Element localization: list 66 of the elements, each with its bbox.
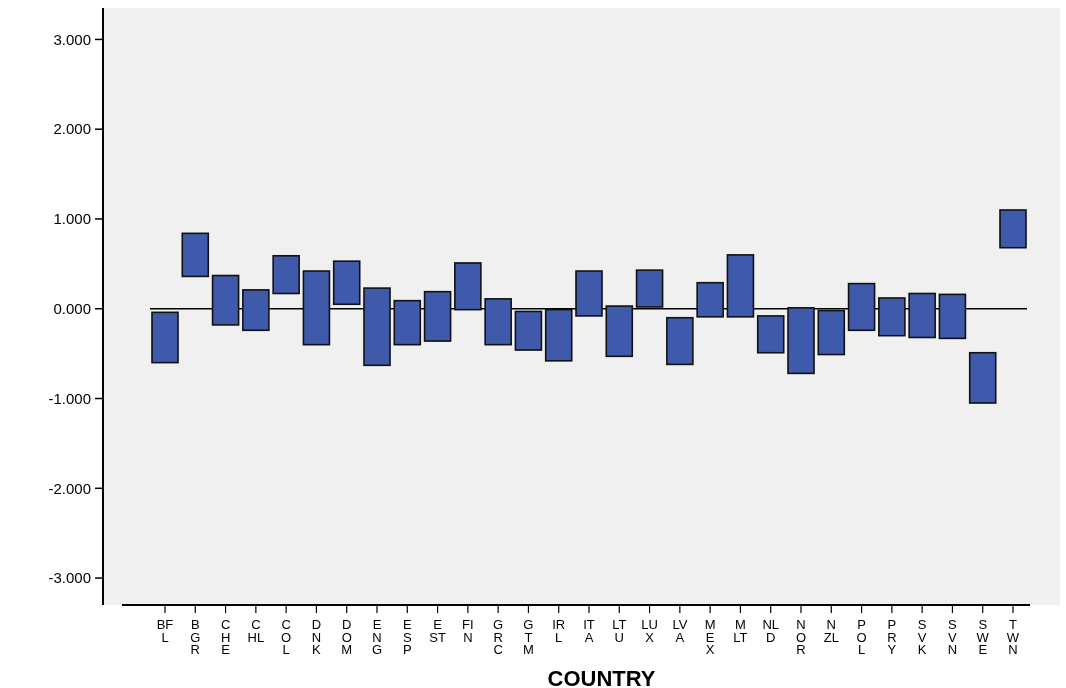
x-tick-label: MLT <box>733 617 748 645</box>
bar <box>635 269 664 308</box>
x-tick-label: EST <box>429 617 446 645</box>
bar <box>272 254 300 295</box>
y-tick-label: 0.000 <box>53 299 91 317</box>
x-tick-label: BGR <box>190 617 201 657</box>
bar <box>787 307 815 375</box>
bar <box>211 274 240 326</box>
x-tick-label: BFL <box>156 617 174 645</box>
x-tick-label: NLD <box>762 617 780 645</box>
bar <box>575 270 603 317</box>
x-tick-label: TWN <box>1006 617 1020 657</box>
x-tick-label: IRL <box>552 617 566 645</box>
x-tick-label: LUX <box>641 617 658 645</box>
x-tick-label: DOM <box>341 617 353 657</box>
bar <box>544 308 573 362</box>
x-tick-label: DNK <box>311 617 322 657</box>
bar <box>454 262 482 311</box>
bar <box>484 298 512 346</box>
bar <box>181 232 210 278</box>
y-tick-label: 1.000 <box>53 210 91 228</box>
x-tick-label: FIN <box>462 617 474 645</box>
x-tick-label: GRC <box>493 617 504 657</box>
bar <box>908 292 936 339</box>
bar <box>302 270 331 346</box>
y-tick-label: -2.000 <box>48 479 91 497</box>
x-tick-label: SVK <box>917 617 927 657</box>
bar <box>878 297 906 337</box>
bar <box>968 351 997 404</box>
x-tick-label: LTU <box>612 617 627 645</box>
bar <box>666 316 694 366</box>
x-tick-label: POL <box>856 617 867 657</box>
x-tick-label: MEX <box>704 617 716 657</box>
x-tick-label: LVA <box>672 617 688 645</box>
y-tick-label: 2.000 <box>53 120 91 138</box>
bar <box>363 287 391 367</box>
bar <box>696 281 724 318</box>
x-tick-label: ITA <box>583 617 595 645</box>
y-tick-label: 3.000 <box>53 30 91 48</box>
bar <box>332 260 361 306</box>
bar <box>151 311 179 364</box>
x-tick-label: GTM <box>523 617 534 657</box>
bar <box>514 310 543 351</box>
bar <box>938 293 967 340</box>
bar <box>423 290 452 342</box>
bar <box>393 299 422 346</box>
x-tick-label: SWE <box>976 617 990 657</box>
bar <box>242 289 270 332</box>
x-tick-label: PRY <box>887 617 897 657</box>
bar <box>817 309 846 356</box>
x-tick-label: CHL <box>247 617 265 645</box>
x-tick-label: NZL <box>823 617 839 645</box>
x-axis-title: COUNTRY <box>547 666 656 688</box>
y-tick-label: -1.000 <box>48 389 91 407</box>
x-tick-label: COL <box>281 617 292 657</box>
bar <box>605 305 634 358</box>
x-tick-label: ENG <box>371 617 383 657</box>
bar <box>756 315 785 354</box>
bar <box>999 209 1027 249</box>
bar <box>726 254 755 318</box>
bar <box>847 282 876 332</box>
x-tick-label: ESP <box>402 617 412 657</box>
x-tick-label: NOR <box>795 617 807 657</box>
x-tick-label: CHE <box>220 617 231 657</box>
x-tick-label: SVN <box>947 617 958 657</box>
y-tick-label: -3.000 <box>48 569 91 587</box>
